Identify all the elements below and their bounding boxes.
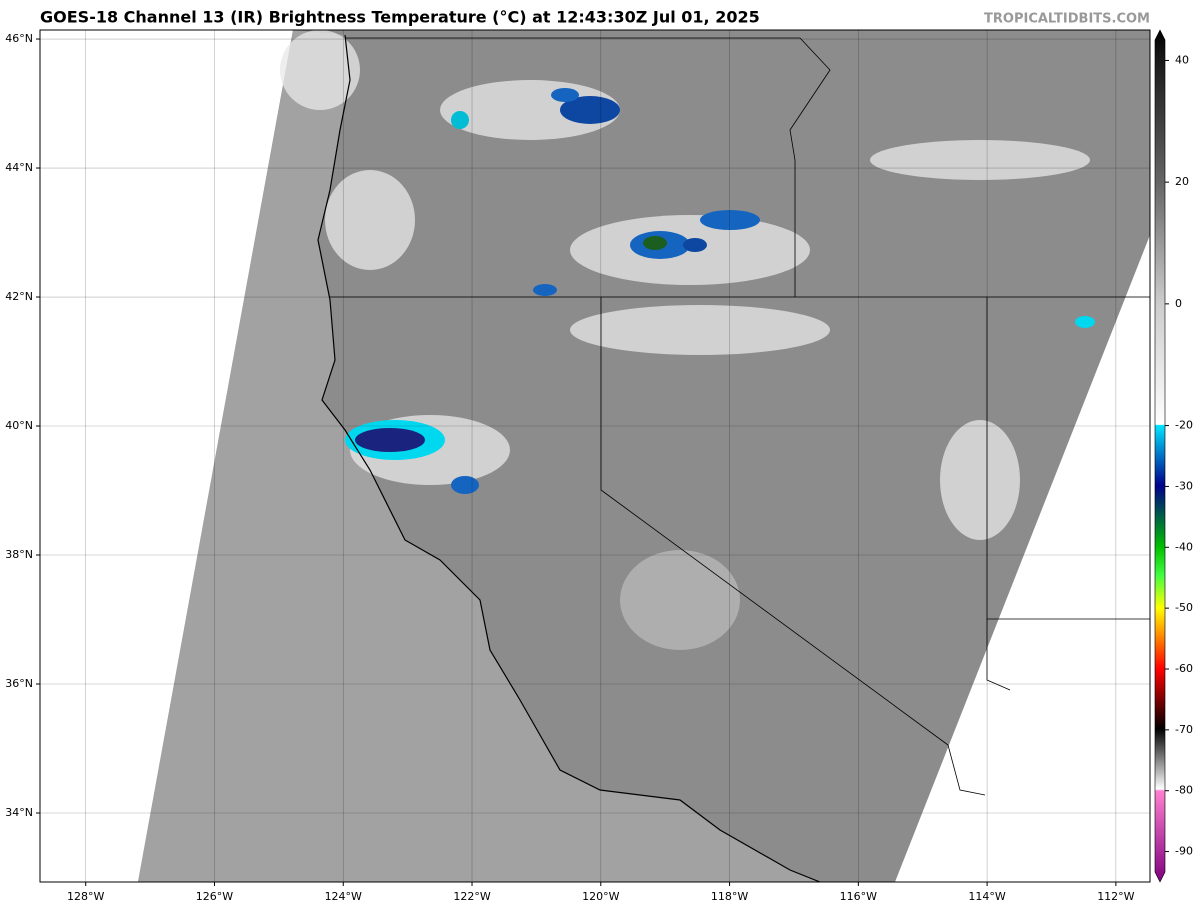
- colorbar-tick-label: 20: [1175, 175, 1189, 188]
- y-tick-label: 34°N: [5, 806, 33, 819]
- colorbar-tick-label: -50: [1175, 601, 1193, 614]
- coastline: [317, 34, 821, 882]
- x-tick-label: 128°W: [67, 890, 104, 903]
- watermark: TROPICALTIDBITS.COM: [984, 12, 1150, 27]
- x-tick-label: 112°W: [1097, 890, 1134, 903]
- colorbar-tick-label: -40: [1175, 540, 1193, 553]
- x-tick-label: 126°W: [196, 890, 233, 903]
- colorbar-tick-label: -60: [1175, 662, 1193, 675]
- colorbar-tick-label: -90: [1175, 845, 1193, 858]
- map-frame: [39, 29, 1151, 883]
- colorbar-tick-label: 0: [1175, 297, 1182, 310]
- title: GOES-18 Channel 13 (IR) Brightness Tempe…: [40, 8, 760, 27]
- colorbar-tick-label: -20: [1175, 419, 1193, 432]
- storm-cells: [345, 88, 1095, 494]
- y-tick-label: 40°N: [5, 419, 33, 432]
- x-tick-label: 124°W: [325, 890, 362, 903]
- ocean: [138, 30, 820, 882]
- x-tick-label: 122°W: [453, 890, 490, 903]
- y-tick-label: 46°N: [5, 32, 33, 45]
- x-tick-label: 120°W: [582, 890, 619, 903]
- colorbar-tick-label: -30: [1175, 479, 1193, 492]
- x-tick-label: 116°W: [840, 890, 877, 903]
- colorbar: [1154, 29, 1166, 883]
- x-tick-label: 114°W: [968, 890, 1005, 903]
- colorbar-tick-label: -80: [1175, 784, 1193, 797]
- y-tick-label: 42°N: [5, 290, 33, 303]
- colorbar-tick-label: 40: [1175, 53, 1189, 66]
- borders: [330, 37, 1150, 796]
- colorbar-tick-label: -70: [1175, 723, 1193, 736]
- y-tick-label: 38°N: [5, 548, 33, 561]
- y-tick-label: 36°N: [5, 677, 33, 690]
- x-tick-label: 118°W: [711, 890, 748, 903]
- imagery: [138, 30, 1150, 882]
- y-tick-label: 44°N: [5, 161, 33, 174]
- graticule: 128°W 126°W 124°W 122°W 120°W 118°W 116°W 114°W…: [5, 30, 1150, 903]
